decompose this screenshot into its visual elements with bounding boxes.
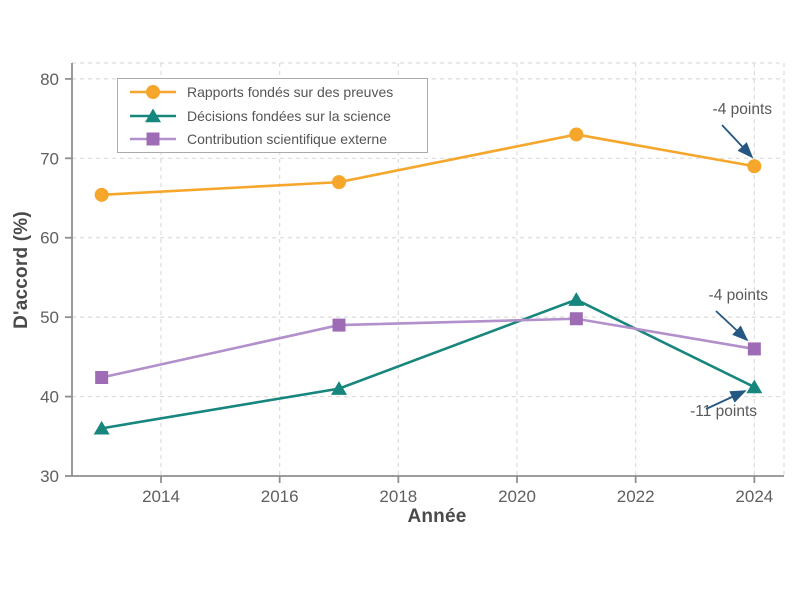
y-tick-label: 40 <box>40 388 59 407</box>
gridlines <box>72 62 785 476</box>
triangle-marker <box>145 108 161 122</box>
square-marker <box>95 371 109 385</box>
triangle-marker <box>746 379 763 394</box>
y-tick-label: 50 <box>40 308 59 327</box>
legend-triangle-marker-icon <box>128 107 178 125</box>
circle-marker <box>569 127 584 142</box>
annotation-arrow-icon <box>721 124 754 159</box>
annotation-orange-change: -4 points <box>712 101 772 118</box>
series-line-0 <box>101 133 755 197</box>
square-marker <box>332 318 346 332</box>
annotation-arrow-icon <box>715 310 749 342</box>
series-line-1 <box>101 298 755 430</box>
series-line-2 <box>101 317 755 379</box>
circle-marker <box>747 159 762 174</box>
x-axis-title: Année <box>407 506 467 527</box>
circle-marker <box>332 175 346 190</box>
triangle-marker <box>331 381 347 395</box>
legend-item: Contribution scientifique externe <box>128 129 427 149</box>
series-markers-1 <box>93 292 763 435</box>
triangle-marker <box>93 420 110 435</box>
x-tick-label: 2016 <box>261 487 299 506</box>
y-tick-label: 30 <box>40 467 59 486</box>
annotation-purple-change: -4 points <box>708 287 768 304</box>
x-tick-label: 2022 <box>617 487 655 506</box>
y-tick-label: 70 <box>40 149 59 168</box>
annotation-teal-change: -11 points <box>690 403 757 420</box>
series-markers-2 <box>95 312 761 385</box>
x-tick-label: 2014 <box>142 487 180 506</box>
legend-item: Rapports fondés sur des preuves <box>128 82 427 102</box>
y-axis-title: D'accord (%) <box>11 211 32 329</box>
legend-circle-marker-icon <box>128 83 178 101</box>
legend-square-marker-icon <box>128 130 178 148</box>
y-tick-label: 60 <box>40 229 59 248</box>
axes <box>65 63 784 483</box>
triangle-marker <box>568 292 585 306</box>
square-marker <box>569 312 583 326</box>
x-tick-label: 2024 <box>735 487 773 506</box>
legend-label: Contribution scientifique externe <box>187 130 388 147</box>
square-marker <box>747 342 761 356</box>
circle-marker <box>94 187 109 202</box>
legend-item: Décisions fondées sur la science <box>128 106 427 126</box>
legend-label: Décisions fondées sur la science <box>187 107 391 124</box>
legend-label: Rapports fondés sur des preuves <box>187 84 394 101</box>
series-markers-0 <box>94 127 762 202</box>
tick-labels: 30 40 50 60 70 80 2014 2016 2018 2020 2022 2024 <box>40 70 773 506</box>
square-marker <box>146 132 160 146</box>
y-tick-label: 80 <box>40 70 59 89</box>
x-tick-label: 2018 <box>379 487 417 506</box>
legend: Rapports fondés sur des preuves Décision… <box>117 78 428 153</box>
annotation-arrows <box>705 124 754 410</box>
circle-marker <box>146 85 160 100</box>
annotation-arrow-icon <box>705 390 747 410</box>
x-tick-label: 2020 <box>498 487 536 506</box>
